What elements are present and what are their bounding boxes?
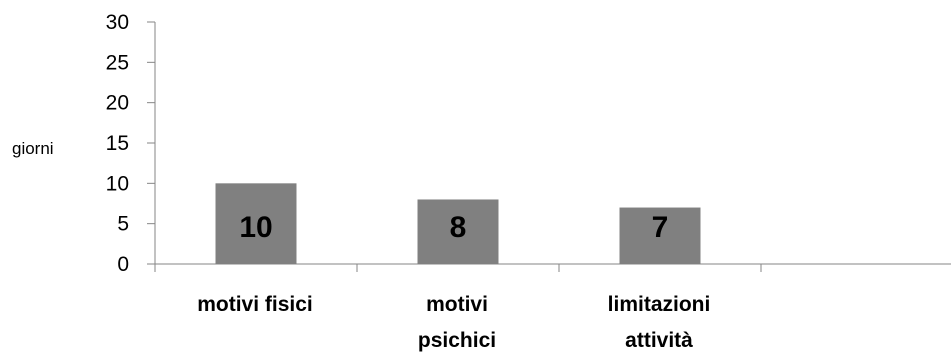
data-label: 8 [450,211,467,244]
x-tick-label: limitazioni [608,293,711,316]
y-tick-label: 25 [106,51,129,74]
bar [417,199,499,264]
x-tick-label: psichici [418,329,496,352]
data-label: 7 [652,211,669,244]
y-tick-label: 5 [117,213,129,236]
bar [215,183,297,264]
data-label: 10 [239,211,272,244]
x-tick-label: attività [625,329,693,352]
bar [619,207,701,264]
labels: 0 5 10 15 20 25 30 giorni 10 motivi fisici 8 motivi… [12,11,710,352]
y-tick-label: 15 [106,132,129,155]
y-tick-label: 0 [117,253,129,276]
y-tick-label: 30 [106,11,129,34]
y-tick-label: 20 [106,92,129,115]
bars [215,183,701,264]
y-axis-title: giorni [12,139,54,158]
x-tick-label: motivi fisici [197,293,313,316]
y-tick-label: 10 [106,172,129,195]
x-tick-label: motivi [426,293,488,316]
